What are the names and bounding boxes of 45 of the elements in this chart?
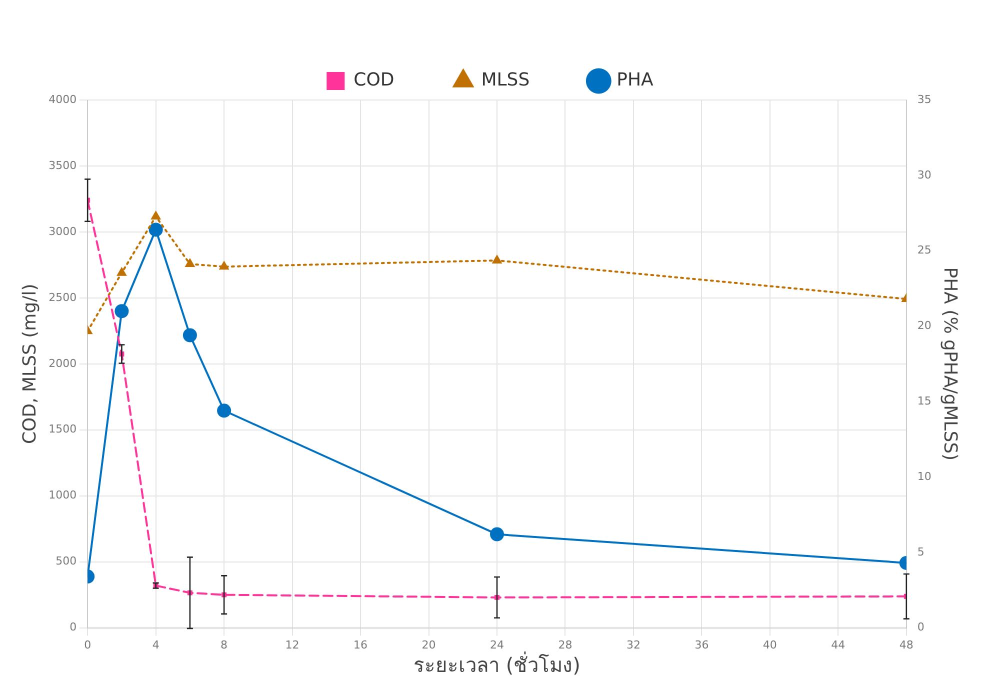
point <box>148 222 163 237</box>
x-tick-label: 36 <box>694 638 709 652</box>
y-tick-label: 0 <box>70 620 77 634</box>
y2-tick-label: 25 <box>917 244 932 257</box>
y-axis-title: COD, MLSS (mg/l) <box>19 284 40 444</box>
x-tick-label: 44 <box>831 638 846 652</box>
y-tick-label: 2500 <box>48 290 77 304</box>
point <box>217 404 232 418</box>
y2-tick-label: 20 <box>917 319 932 332</box>
point <box>116 266 127 276</box>
y-tick-label: 3000 <box>48 224 77 238</box>
y-tick-label: 2000 <box>48 356 77 370</box>
legend-label: COD <box>354 70 394 91</box>
legend-label: PHA <box>616 70 654 91</box>
point <box>114 304 129 318</box>
y-tick-label: 500 <box>56 554 77 568</box>
y-tick-label: 1500 <box>48 422 77 436</box>
x-tick-label: 28 <box>558 638 572 652</box>
x-tick-label: 4 <box>152 638 160 652</box>
y2-tick-label: 10 <box>917 470 932 483</box>
x-tick-label: 32 <box>626 638 640 652</box>
y2-axis-title: PHA (% gPHA/gMLSS) <box>940 267 961 461</box>
y-tick-label: 3500 <box>48 158 77 172</box>
point <box>150 210 162 220</box>
legend-label: MLSS <box>481 70 530 91</box>
y-tick-label: 1000 <box>48 488 77 502</box>
point <box>182 328 197 342</box>
x-axis-title: ระยะเวลา (ชั่วโมง) <box>414 651 580 678</box>
y2-tick-label: 5 <box>917 545 924 558</box>
x-tick-label: 8 <box>220 638 228 652</box>
x-tick-label: 12 <box>285 638 300 652</box>
x-tick-label: 16 <box>354 638 368 652</box>
point <box>218 260 230 270</box>
x-tick-label: 48 <box>899 638 914 652</box>
y2-tick-label: 0 <box>917 620 924 634</box>
y-tick-label: 4000 <box>48 92 77 106</box>
x-tick-label: 40 <box>762 638 777 652</box>
y2-tick-label: 15 <box>917 394 932 408</box>
point <box>492 254 502 264</box>
y2-tick-label: 35 <box>917 92 932 106</box>
x-tick-label: 24 <box>490 638 504 652</box>
point <box>184 258 196 268</box>
x-tick-label: 20 <box>422 638 436 652</box>
x-tick-label: 0 <box>84 638 92 652</box>
y2-tick-label: 30 <box>917 168 932 182</box>
